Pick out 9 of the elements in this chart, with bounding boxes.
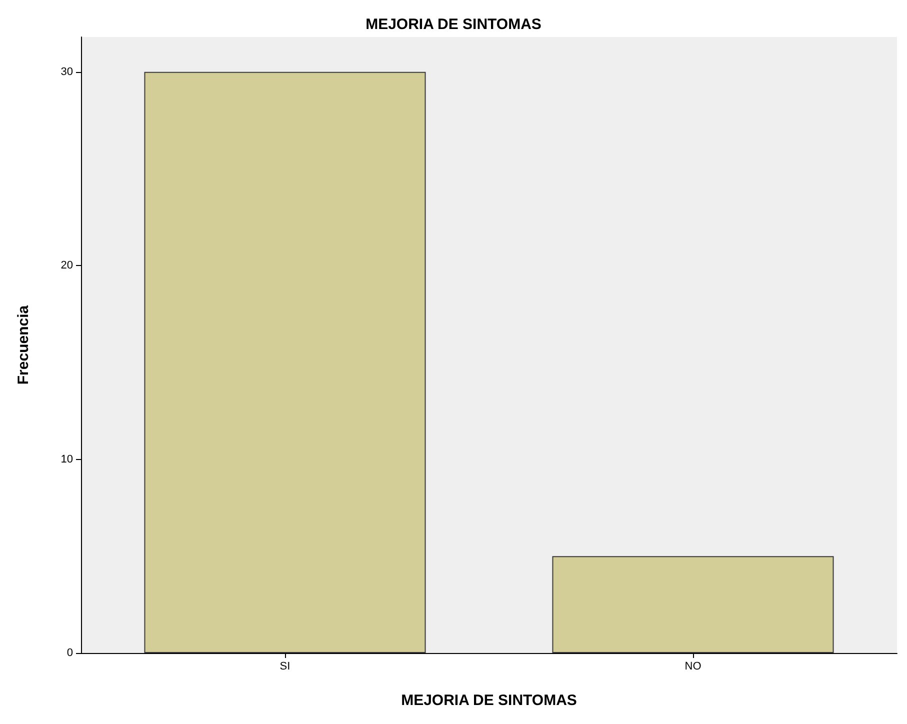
chart-title: MEJORIA DE SINTOMAS — [366, 16, 542, 33]
y-tick-label: 20 — [60, 260, 73, 272]
y-tick-label: 10 — [60, 453, 73, 466]
y-tick-label: 0 — [66, 647, 73, 659]
x-tick-label: SI — [280, 660, 290, 672]
y-axis-title: Frecuencia — [15, 304, 32, 385]
x-tick-label: NO — [684, 660, 702, 672]
y-tick-label: 30 — [60, 66, 73, 78]
x-axis-title: MEJORIA DE SINTOMAS — [401, 692, 577, 709]
